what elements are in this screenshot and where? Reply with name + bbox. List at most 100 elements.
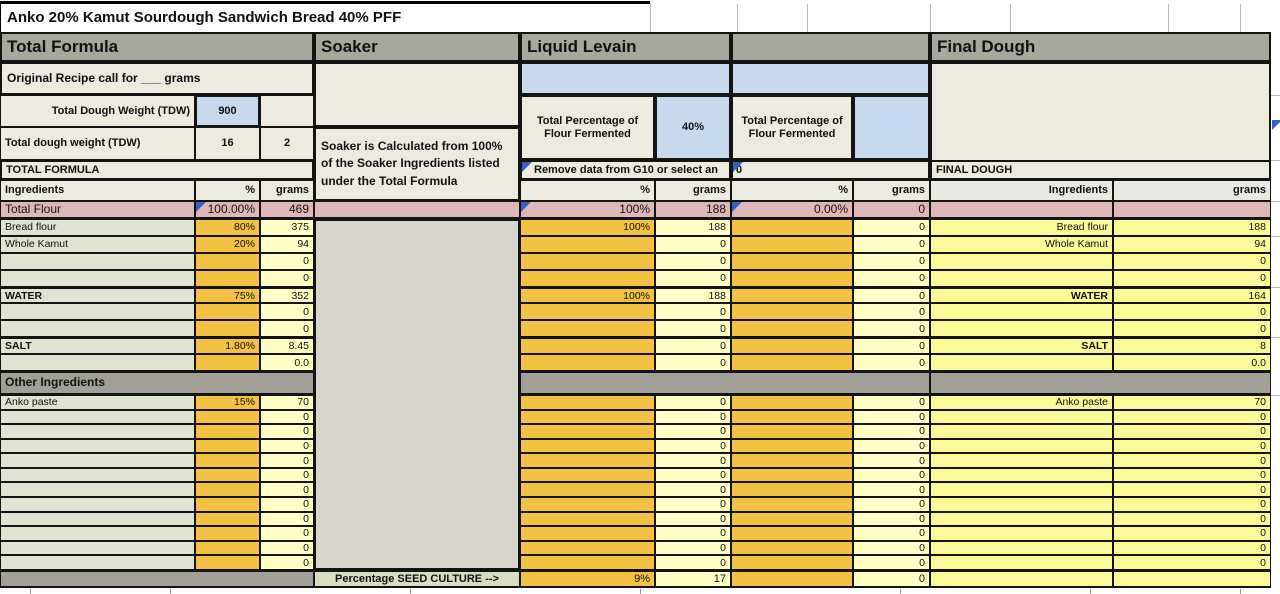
- grams-cell[interactable]: 0: [260, 453, 314, 468]
- grams-cell[interactable]: 352: [260, 286, 314, 304]
- levain-percent-cell[interactable]: [520, 453, 655, 468]
- ingredient-name-cell[interactable]: [0, 540, 195, 556]
- grams-cell[interactable]: 0: [260, 320, 314, 338]
- section2-grams-cell[interactable]: 0: [853, 526, 930, 541]
- final-dough-grams-cell[interactable]: 8: [1113, 337, 1271, 355]
- final-dough-grams-cell[interactable]: 188: [1113, 219, 1271, 236]
- final-dough-grams-cell[interactable]: 0: [1113, 438, 1271, 454]
- ingredient-name-cell[interactable]: [0, 409, 195, 425]
- levain-percent-cell[interactable]: [520, 337, 655, 355]
- percent-cell[interactable]: [195, 252, 260, 270]
- section2-percent-cell[interactable]: [731, 526, 853, 541]
- grams-cell[interactable]: 0: [260, 526, 314, 541]
- levain-grams-cell[interactable]: 0: [655, 438, 731, 454]
- percent-cell[interactable]: 80%: [195, 219, 260, 236]
- section2-grams-cell[interactable]: 0: [853, 540, 930, 556]
- levain-percent-cell[interactable]: [520, 235, 655, 253]
- grams-cell[interactable]: 0: [260, 482, 314, 498]
- final-dough-name-cell[interactable]: [930, 453, 1113, 468]
- section2-blue-band[interactable]: [731, 62, 930, 95]
- levain-percent-cell[interactable]: [520, 497, 655, 512]
- soaker-empty-cell[interactable]: [314, 62, 520, 127]
- seed-culture-pct[interactable]: 9%: [520, 570, 655, 588]
- grams-cell[interactable]: 0: [260, 467, 314, 483]
- total-flour-pct[interactable]: 100.00%: [195, 201, 260, 219]
- section2-percent-cell[interactable]: [731, 303, 853, 321]
- section2-percent-cell[interactable]: [731, 555, 853, 570]
- levain-percent-cell[interactable]: [520, 511, 655, 527]
- final-dough-name-cell[interactable]: [930, 269, 1113, 287]
- final-dough-grams-cell[interactable]: 0: [1113, 467, 1271, 483]
- levain-grams-cell[interactable]: 0: [655, 235, 731, 253]
- percent-cell[interactable]: [195, 269, 260, 287]
- section2-percent-cell[interactable]: [731, 395, 853, 410]
- ingredient-name-cell[interactable]: WATER: [0, 286, 195, 304]
- levain-grams-cell[interactable]: 0: [655, 354, 731, 372]
- levain-percent-cell[interactable]: [520, 252, 655, 270]
- levain-percent-cell[interactable]: [520, 438, 655, 454]
- final-dough-name-cell[interactable]: SALT: [930, 337, 1113, 355]
- ingredient-name-cell[interactable]: [0, 354, 195, 372]
- section2-grams-cell[interactable]: 0: [853, 424, 930, 439]
- grams-cell[interactable]: 0: [260, 438, 314, 454]
- levain-grams-cell[interactable]: 0: [655, 395, 731, 410]
- final-dough-name-cell[interactable]: [930, 424, 1113, 439]
- fd-total-grams[interactable]: [1113, 201, 1271, 219]
- section2-grams-cell[interactable]: 0: [853, 269, 930, 287]
- levain-percent-cell[interactable]: [520, 467, 655, 483]
- section2-percent-cell[interactable]: [731, 409, 853, 425]
- final-dough-name-cell[interactable]: [930, 252, 1113, 270]
- total-flour-name[interactable]: Total Flour: [0, 201, 195, 219]
- percent-cell[interactable]: [195, 424, 260, 439]
- levain-percent-cell[interactable]: [520, 540, 655, 556]
- percent-cell[interactable]: [195, 555, 260, 570]
- grams-cell[interactable]: 0: [260, 269, 314, 287]
- final-dough-name-cell[interactable]: [930, 555, 1113, 570]
- levain-percent-cell[interactable]: [520, 409, 655, 425]
- percent-cell[interactable]: [195, 497, 260, 512]
- final-dough-name-cell[interactable]: [930, 511, 1113, 527]
- levain-grams-cell[interactable]: 0: [655, 540, 731, 556]
- percent-cell[interactable]: [195, 409, 260, 425]
- levain-blue-band[interactable]: [520, 62, 731, 95]
- section2-grams-cell[interactable]: 0: [853, 219, 930, 236]
- section2-grams-cell[interactable]: 0: [853, 252, 930, 270]
- section2-grams-cell[interactable]: 0: [853, 337, 930, 355]
- grams-cell[interactable]: 0: [260, 497, 314, 512]
- percent-cell[interactable]: [195, 354, 260, 372]
- grams-cell[interactable]: 0: [260, 303, 314, 321]
- grams-cell[interactable]: 0: [260, 511, 314, 527]
- levain-percent-cell[interactable]: 100%: [520, 219, 655, 236]
- grams-cell[interactable]: 0: [260, 252, 314, 270]
- section2-percent-cell[interactable]: [731, 286, 853, 304]
- levain-grams-cell[interactable]: 0: [655, 303, 731, 321]
- section2-total-grams[interactable]: 0: [853, 201, 930, 219]
- ingredient-name-cell[interactable]: [0, 482, 195, 498]
- final-dough-notes-cell[interactable]: [930, 62, 1271, 163]
- ingredient-name-cell[interactable]: [0, 438, 195, 454]
- ingredient-name-cell[interactable]: [0, 511, 195, 527]
- levain-grams-cell[interactable]: 0: [655, 269, 731, 287]
- section2-tpf-value[interactable]: [853, 95, 930, 160]
- levain-grams-cell[interactable]: 0: [655, 424, 731, 439]
- seed-culture-s2-grams[interactable]: 0: [853, 570, 930, 588]
- final-dough-name-cell[interactable]: Bread flour: [930, 219, 1113, 236]
- section2-percent-cell[interactable]: [731, 497, 853, 512]
- section2-percent-cell[interactable]: [731, 438, 853, 454]
- grams-cell[interactable]: 0: [260, 540, 314, 556]
- ingredient-name-cell[interactable]: [0, 303, 195, 321]
- ingredient-name-cell[interactable]: [0, 269, 195, 287]
- grams-cell[interactable]: 0.0: [260, 354, 314, 372]
- levain-total-pct[interactable]: 100%: [520, 201, 655, 219]
- final-dough-name-cell[interactable]: Whole Kamut: [930, 235, 1113, 253]
- levain-grams-cell[interactable]: 0: [655, 555, 731, 570]
- final-dough-grams-cell[interactable]: 0: [1113, 540, 1271, 556]
- percent-cell[interactable]: [195, 540, 260, 556]
- section2-total-pct[interactable]: 0.00%: [731, 201, 853, 219]
- ingredient-name-cell[interactable]: [0, 453, 195, 468]
- final-dough-grams-cell[interactable]: 94: [1113, 235, 1271, 253]
- final-dough-name-cell[interactable]: [930, 320, 1113, 338]
- total-flour-grams[interactable]: 469: [260, 201, 314, 219]
- levain-grams-cell[interactable]: 0: [655, 511, 731, 527]
- ingredient-name-cell[interactable]: Whole Kamut: [0, 235, 195, 253]
